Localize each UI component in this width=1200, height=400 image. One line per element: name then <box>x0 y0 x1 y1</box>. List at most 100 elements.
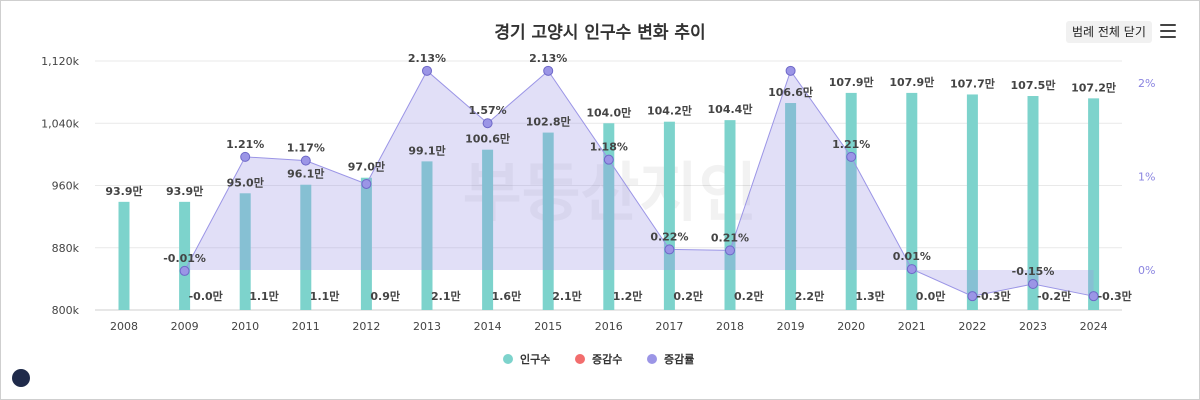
population-label: 93.9만 <box>166 184 203 198</box>
population-bar <box>1088 98 1100 310</box>
population-bar <box>663 121 675 310</box>
rate-point <box>846 151 857 162</box>
legend-label: 증감률 <box>664 352 694 366</box>
legend-toggle-button[interactable]: 범례 전체 닫기 <box>1066 21 1152 43</box>
x-tick-label: 2018 <box>716 320 744 333</box>
change-label: 2.1만 <box>552 289 582 303</box>
chart-title: 경기 고양시 인구수 변화 추이 <box>494 23 706 43</box>
change-label: 1.1만 <box>249 289 279 303</box>
rate-point <box>422 65 432 76</box>
x-tick-label: 2010 <box>231 320 259 333</box>
y-right-tick-label: 2% <box>1138 77 1155 90</box>
population-bar <box>360 177 372 310</box>
x-tick-label: 2008 <box>110 320 138 333</box>
population-label: 93.9만 <box>105 184 142 198</box>
rate-point <box>1088 291 1099 302</box>
rate-point <box>906 264 917 275</box>
x-tick-label: 2013 <box>413 320 441 333</box>
legend-marker <box>575 354 585 364</box>
change-label: -0.2만 <box>1037 289 1071 303</box>
population-label: 107.7만 <box>950 76 995 90</box>
rate-label: 0.22% <box>650 230 688 243</box>
change-label: 1.2만 <box>613 289 643 303</box>
change-label: -0.3만 <box>976 289 1010 303</box>
x-tick-label: 2011 <box>292 320 320 333</box>
population-bar <box>179 201 191 310</box>
population-bar <box>118 201 130 310</box>
population-bar <box>724 120 736 310</box>
x-tick-label: 2021 <box>898 320 926 333</box>
y-left-tick-label: 960k <box>52 180 80 193</box>
rate-label: 1.21% <box>226 138 264 151</box>
population-label: 104.0만 <box>586 105 631 119</box>
rate-label: 1.17% <box>287 142 325 155</box>
rate-label: 1.21% <box>832 138 870 151</box>
population-label: 97.0만 <box>348 160 385 174</box>
x-tick-label: 2024 <box>1080 320 1108 333</box>
change-label: 2.2만 <box>795 289 825 303</box>
rate-point <box>300 155 311 166</box>
home-icon[interactable] <box>12 369 30 387</box>
legend-label: 인구수 <box>520 352 550 366</box>
population-bar <box>1027 96 1039 310</box>
change-label: 1.1만 <box>310 289 340 303</box>
population-bar <box>239 193 251 310</box>
rate-point <box>240 151 251 162</box>
population-bar <box>542 132 554 310</box>
rate-label: 1.57% <box>469 104 507 117</box>
population-label: 106.6만 <box>768 85 813 99</box>
rate-point <box>967 291 978 302</box>
rate-point <box>361 178 372 189</box>
population-bar <box>482 149 494 310</box>
population-label: 95.0만 <box>227 175 264 189</box>
change-label: -0.3만 <box>1098 289 1132 303</box>
legend-marker <box>503 354 513 364</box>
rate-label: 1.18% <box>590 141 628 154</box>
population-label: 107.2만 <box>1071 80 1116 94</box>
population-label: 104.2만 <box>647 104 692 118</box>
population-bar <box>966 94 978 310</box>
population-label: 104.4만 <box>708 102 753 116</box>
rate-point <box>1028 279 1038 290</box>
population-label: 107.9만 <box>889 75 934 89</box>
population-bar <box>785 103 797 310</box>
rate-point <box>179 265 190 276</box>
population-label: 96.1만 <box>287 167 324 181</box>
x-tick-label: 2022 <box>958 320 986 333</box>
population-label: 99.1만 <box>408 143 445 157</box>
legend-marker <box>647 354 657 364</box>
rate-label: 2.13% <box>408 52 446 65</box>
x-tick-label: 2015 <box>534 320 562 333</box>
population-bar <box>300 184 312 310</box>
rate-line <box>184 69 1094 297</box>
rate-label: 0.01% <box>893 250 931 263</box>
population-label: 107.9만 <box>829 75 874 89</box>
x-tick-label: 2020 <box>837 320 865 333</box>
rate-point <box>725 245 735 256</box>
legend-label: 증감수 <box>592 352 622 366</box>
rate-label: -0.01% <box>163 252 206 265</box>
x-tick-label: 2023 <box>1019 320 1047 333</box>
x-tick-label: 2009 <box>171 320 199 333</box>
rate-area <box>184 70 1094 297</box>
change-label: 1.3만 <box>855 289 885 303</box>
rate-label: 2.13% <box>529 52 567 65</box>
change-label: 2.1만 <box>431 289 461 303</box>
menu-icon[interactable] <box>1160 24 1176 38</box>
change-label: 0.2만 <box>734 289 764 303</box>
rate-point <box>664 244 675 255</box>
y-right-tick-label: 1% <box>1138 171 1155 184</box>
x-tick-label: 2019 <box>777 320 805 333</box>
rate-point <box>482 118 493 129</box>
x-tick-label: 2014 <box>474 320 502 333</box>
rate-label: 0.21% <box>711 231 749 244</box>
population-label: 102.8만 <box>526 115 571 129</box>
rate-label: -0.15% <box>1012 265 1055 278</box>
change-label: 0.9만 <box>370 289 400 303</box>
population-label: 100.6만 <box>465 132 510 146</box>
change-label: 0.2만 <box>673 289 703 303</box>
change-label: 1.6만 <box>492 289 522 303</box>
population-bar <box>603 123 615 310</box>
